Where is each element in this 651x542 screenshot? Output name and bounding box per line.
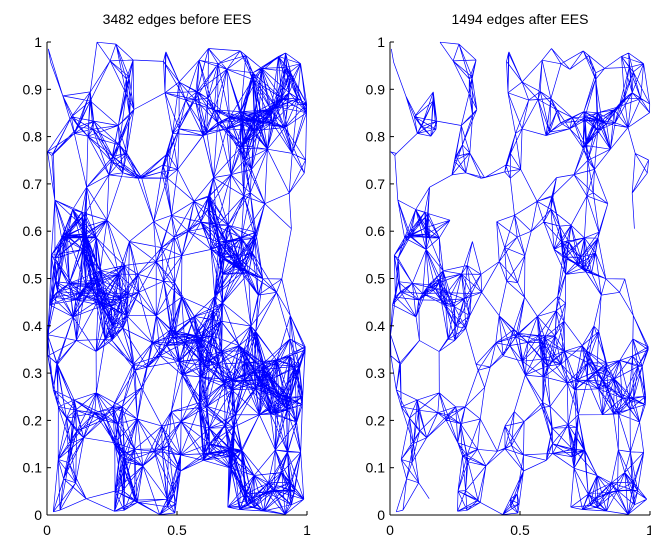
y-tick-label: 1: [377, 34, 385, 50]
y-tick-label: 0.3: [23, 365, 43, 381]
y-tick-label: 0.4: [23, 318, 43, 334]
left-chart-title: 3482 edges before EES: [103, 11, 252, 27]
x-tick-label: 0: [43, 522, 51, 538]
y-tick-label: 0.5: [366, 271, 386, 287]
y-tick-label: 0.7: [23, 176, 43, 192]
y-tick-label: 1: [34, 34, 42, 50]
left-edge-layer: [47, 41, 308, 515]
right-chart-panel: 1494 edges after EES 0 0.1 0.2 0.3 0.4 0.5 0.6…: [366, 11, 651, 538]
y-tick-label: 0: [377, 507, 385, 523]
y-tick-label: 0.6: [23, 223, 43, 239]
y-tick-label: 0.6: [366, 223, 386, 239]
graph-edges: [390, 41, 651, 515]
y-tick-label: 0.8: [366, 129, 386, 145]
y-tick-label: 0.2: [23, 412, 43, 428]
y-tick-label: 0.9: [23, 81, 43, 97]
x-tick-label: 0.5: [510, 522, 530, 538]
left-chart-panel: 3482 edges before EES 0 0.1 0.2 0.3 0.4 0.5 0.…: [23, 11, 312, 538]
right-edge-layer: [390, 41, 651, 515]
y-tick-label: 0.5: [23, 271, 43, 287]
x-tick-label: 1: [646, 522, 651, 538]
y-tick-label: 0.1: [23, 460, 43, 476]
x-tick-label: 0.5: [167, 522, 187, 538]
y-tick-label: 0: [34, 507, 42, 523]
right-axes: 0 0.1 0.2 0.3 0.4 0.5 0.6 0.7 0.8 0.9 1 0 0.5 1: [366, 34, 651, 538]
y-tick-label: 0.8: [23, 129, 43, 145]
y-tick-label: 0.2: [366, 412, 386, 428]
left-axes: 0 0.1 0.2 0.3 0.4 0.5 0.6 0.7 0.8 0.9 1 0 0.5 1: [23, 34, 312, 538]
y-tick-label: 0.7: [366, 176, 386, 192]
y-tick-label: 0.1: [366, 460, 386, 476]
x-tick-label: 0: [386, 522, 394, 538]
graph-edges: [47, 41, 308, 515]
y-tick-label: 0.4: [366, 318, 386, 334]
x-tick-label: 1: [303, 522, 311, 538]
y-tick-label: 0.3: [366, 365, 386, 381]
y-tick-label: 0.9: [366, 81, 386, 97]
right-chart-title: 1494 edges after EES: [452, 11, 589, 27]
